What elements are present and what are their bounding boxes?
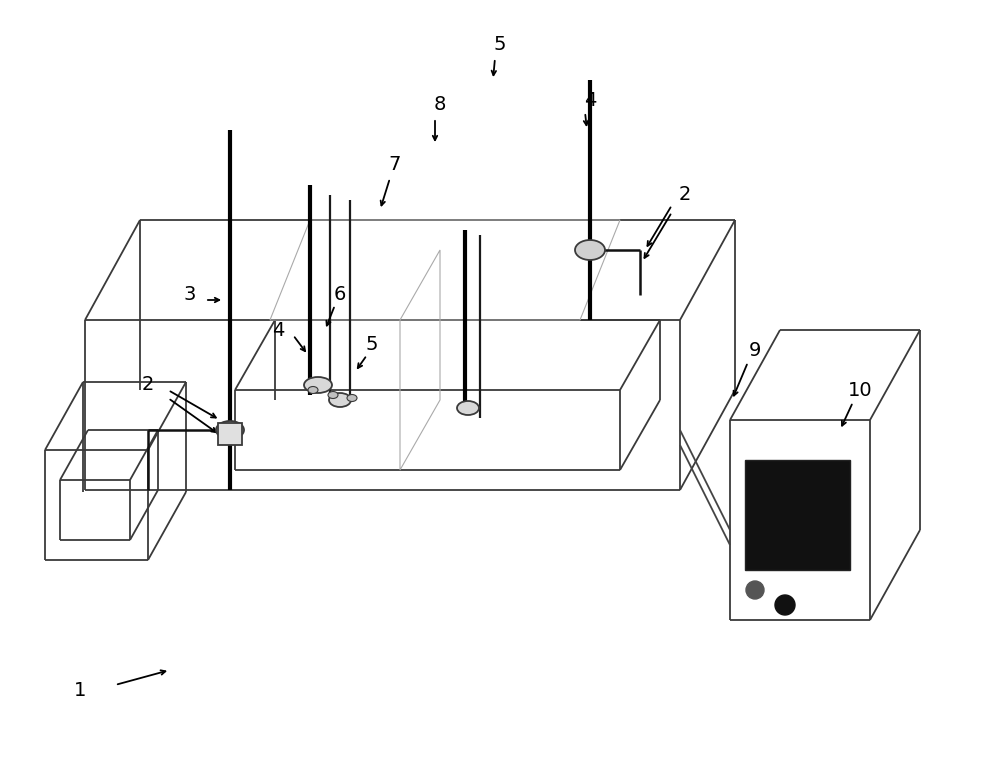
FancyBboxPatch shape: [218, 423, 242, 445]
Ellipse shape: [575, 240, 605, 260]
Text: 2: 2: [679, 185, 691, 204]
Circle shape: [775, 595, 795, 615]
Ellipse shape: [304, 377, 332, 393]
Text: 4: 4: [584, 91, 596, 110]
Text: 4: 4: [272, 320, 284, 339]
Text: 8: 8: [434, 95, 446, 114]
Ellipse shape: [347, 394, 357, 401]
Ellipse shape: [329, 393, 351, 407]
Text: 9: 9: [749, 341, 761, 360]
Text: 3: 3: [184, 285, 196, 304]
Ellipse shape: [216, 421, 244, 439]
Ellipse shape: [457, 401, 479, 415]
Text: 1: 1: [74, 681, 86, 699]
Text: 10: 10: [848, 381, 872, 400]
Text: 2: 2: [142, 375, 154, 394]
FancyBboxPatch shape: [745, 460, 850, 570]
Text: 6: 6: [334, 285, 346, 304]
Ellipse shape: [308, 387, 318, 394]
Circle shape: [746, 581, 764, 599]
Text: 5: 5: [366, 335, 378, 354]
Ellipse shape: [328, 391, 338, 398]
Text: 5: 5: [494, 36, 506, 55]
Text: 7: 7: [389, 155, 401, 175]
